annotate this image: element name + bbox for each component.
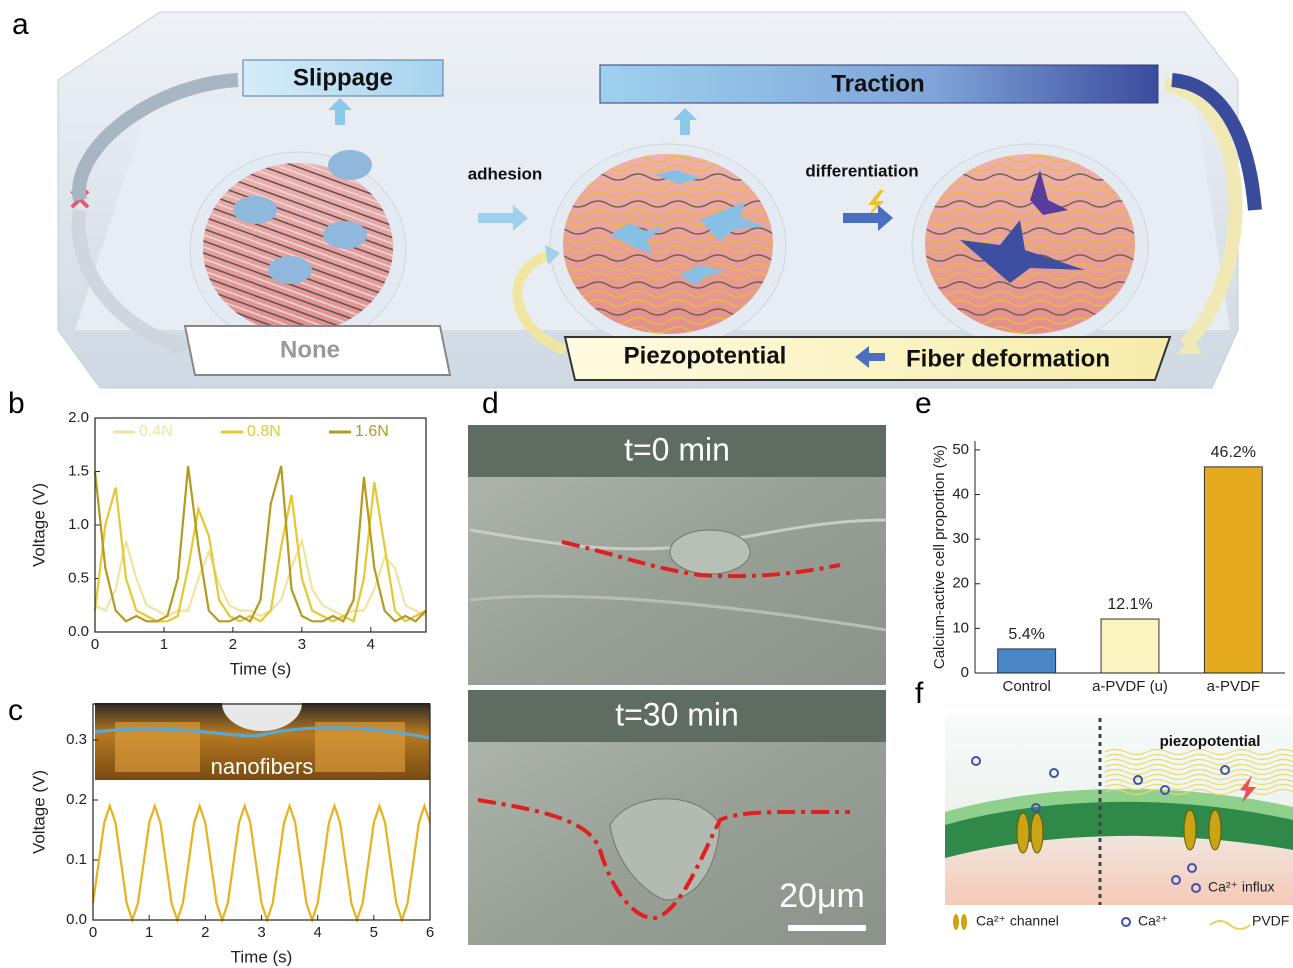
legend-channel-icon: [953, 914, 959, 930]
y-tick-label: 2.0: [68, 409, 89, 426]
x-tick-label: 2: [229, 636, 237, 653]
x-tick-label: 4: [367, 636, 375, 653]
y-tick-label: 40: [952, 486, 969, 503]
time-label: t=0 min: [624, 431, 730, 467]
panel-d: t=0 min t=30 min 20μm: [468, 425, 886, 945]
x-axis-label: Time (s): [231, 947, 293, 966]
y-tick-label: 0.0: [66, 911, 87, 928]
annotation: nanofibers: [211, 754, 314, 779]
legend-ion-icon: [1122, 918, 1130, 926]
adhesion-label: adhesion: [468, 164, 543, 183]
value-label: 12.1%: [1107, 596, 1152, 613]
panel-label: d: [482, 387, 499, 420]
y-axis-label: Calcium-active cell proportion (%): [931, 445, 948, 669]
legend-label: Ca²⁺ channel: [976, 913, 1059, 929]
x-tick-label: a-PVDF: [1207, 678, 1260, 695]
y-axis-label: Voltage (V): [29, 483, 48, 567]
x-tick-label: 1: [145, 924, 153, 941]
y-axis-label: Voltage (V): [29, 770, 48, 854]
channel: [1184, 810, 1196, 850]
panel-a: Slippage Traction adhesion differentiati…: [58, 12, 1255, 388]
y-tick-label: 0.2: [66, 791, 87, 808]
legend-label: 1.6N: [355, 423, 389, 440]
x-tick-label: 5: [370, 924, 378, 941]
dish: [925, 154, 1135, 334]
x-tick-label: a-PVDF (u): [1092, 678, 1168, 695]
legend-pvdf-icon: [1210, 921, 1250, 929]
panel-label: a: [12, 8, 29, 41]
dish: [203, 163, 393, 333]
x-tick-label: 6: [426, 924, 434, 941]
x-axis-label: Time (s): [230, 659, 292, 678]
channel: [1209, 810, 1221, 850]
legend-channel-icon: [961, 914, 967, 930]
bar: [998, 649, 1056, 673]
cell: [268, 256, 312, 284]
x-tick-label: 3: [298, 636, 306, 653]
x-tick-label: 3: [257, 924, 265, 941]
x-tick-label: 2: [201, 924, 209, 941]
legend-label: 0.8N: [247, 423, 281, 440]
piezopotential-label: piezopotential: [1160, 733, 1261, 750]
bar: [1204, 467, 1262, 673]
y-tick-label: 1.5: [68, 462, 89, 479]
value-label: 5.4%: [1008, 626, 1044, 643]
cell: [233, 196, 277, 224]
panel-label: c: [8, 694, 23, 727]
x-tick-label: Control: [1002, 678, 1050, 695]
y-tick-label: 0: [961, 664, 969, 681]
cell: [323, 221, 367, 249]
fiber-deformation-label: Fiber deformation: [906, 345, 1110, 372]
slippage-label: Slippage: [293, 64, 393, 91]
x-tick-label: 0: [89, 924, 97, 941]
y-tick-label: 1.0: [68, 516, 89, 533]
panel-label: f: [915, 677, 924, 710]
influx-label: Ca²⁺ influx: [1208, 879, 1275, 895]
legend-label: Ca²⁺: [1138, 913, 1168, 929]
y-tick-label: 0.0: [68, 623, 89, 640]
cell: [328, 150, 372, 180]
y-tick-label: 0.1: [66, 851, 87, 868]
value-label: 46.2%: [1211, 444, 1256, 461]
y-tick-label: 10: [952, 619, 969, 636]
cell: [670, 530, 750, 574]
bar: [1101, 619, 1159, 673]
y-tick-label: 30: [952, 530, 969, 547]
traction-label: Traction: [831, 70, 924, 97]
dish: [563, 154, 773, 334]
y-tick-label: 20: [952, 575, 969, 592]
piezopotential-label: Piezopotential: [624, 342, 787, 369]
time-label: t=30 min: [615, 696, 739, 732]
x-tick-label: 0: [91, 636, 99, 653]
figure: Slippage Traction adhesion differentiati…: [0, 0, 1293, 968]
channel: [1017, 813, 1029, 853]
channel: [1031, 813, 1043, 853]
y-tick-label: 50: [952, 441, 969, 458]
series-line: [93, 806, 430, 920]
y-tick-label: 0.3: [66, 731, 87, 748]
x-tick-label: 1: [160, 636, 168, 653]
differentiation-label: differentiation: [805, 161, 918, 180]
y-tick-label: 0.5: [68, 569, 89, 586]
scale-label: 20μm: [779, 877, 865, 915]
panel-label: e: [915, 387, 932, 420]
panel-label: b: [8, 387, 25, 420]
none-label: None: [280, 336, 340, 363]
legend-label: PVDF: [1252, 913, 1289, 929]
legend-label: 0.4N: [139, 423, 173, 440]
panel-f: piezopotential Ca²⁺ influx Ca²⁺ channel …: [945, 715, 1293, 930]
panel-c-photo: nanofibers: [95, 703, 430, 780]
x-tick-label: 4: [313, 924, 321, 941]
